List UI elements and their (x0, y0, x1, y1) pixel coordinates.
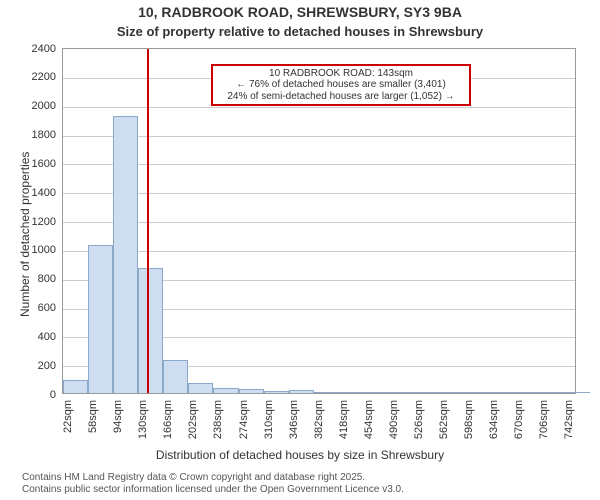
histogram-bar (213, 388, 238, 393)
histogram-bar (264, 391, 289, 393)
callout-line-2: ← 76% of detached houses are smaller (3,… (217, 79, 465, 91)
histogram-bar (88, 245, 113, 393)
histogram-bar (289, 390, 314, 393)
y-gridline (63, 251, 575, 252)
x-tick-label: 490sqm (388, 400, 400, 448)
y-tick-label: 1800 (6, 129, 56, 141)
legal-line-2: Contains public sector information licen… (22, 484, 592, 496)
x-tick-label: 130sqm (137, 400, 149, 448)
histogram-bar (514, 392, 539, 393)
histogram-bar (389, 392, 414, 393)
x-tick-label: 22sqm (62, 400, 74, 448)
legal-attribution: Contains HM Land Registry data © Crown c… (22, 472, 592, 496)
chart-subtitle: Size of property relative to detached ho… (0, 24, 600, 39)
x-tick-label: 94sqm (112, 400, 124, 448)
y-tick-label: 600 (6, 302, 56, 314)
y-tick-label: 1000 (6, 244, 56, 256)
x-tick-label: 418sqm (338, 400, 350, 448)
legal-line-1: Contains HM Land Registry data © Crown c… (22, 472, 592, 484)
histogram-bar (539, 392, 564, 393)
histogram-bar (564, 392, 589, 393)
x-tick-label: 562sqm (438, 400, 450, 448)
x-tick-label: 634sqm (488, 400, 500, 448)
histogram-bar (489, 392, 514, 393)
histogram-bar (339, 392, 364, 393)
y-gridline (63, 193, 575, 194)
y-tick-label: 1400 (6, 187, 56, 199)
histogram-bar (63, 380, 88, 393)
y-tick-label: 800 (6, 273, 56, 285)
histogram-bar (239, 389, 264, 393)
y-gridline (63, 107, 575, 108)
chart-title: 10, RADBROOK ROAD, SHREWSBURY, SY3 9BA (0, 4, 600, 20)
histogram-bar (464, 392, 489, 393)
y-tick-label: 400 (6, 331, 56, 343)
x-tick-label: 202sqm (187, 400, 199, 448)
y-tick-label: 200 (6, 360, 56, 372)
x-tick-label: 310sqm (263, 400, 275, 448)
y-gridline (63, 164, 575, 165)
x-tick-label: 742sqm (563, 400, 575, 448)
y-tick-label: 1200 (6, 216, 56, 228)
y-gridline (63, 222, 575, 223)
x-tick-label: 454sqm (363, 400, 375, 448)
x-tick-label: 58sqm (87, 400, 99, 448)
histogram-bar (414, 392, 439, 393)
callout-box: 10 RADBROOK ROAD: 143sqm← 76% of detache… (211, 64, 471, 107)
histogram-bar (314, 392, 339, 393)
x-tick-label: 238sqm (212, 400, 224, 448)
marker-line (147, 49, 149, 393)
y-gridline (63, 136, 575, 137)
histogram-bar (188, 383, 213, 393)
y-axis-label: Number of detached properties (18, 151, 32, 316)
callout-line-3: 24% of semi-detached houses are larger (… (217, 91, 465, 103)
x-tick-label: 166sqm (162, 400, 174, 448)
histogram-bar (113, 116, 138, 393)
x-axis-label: Distribution of detached houses by size … (0, 448, 600, 462)
histogram-bar (163, 360, 188, 393)
y-tick-label: 2200 (6, 71, 56, 83)
y-tick-label: 2000 (6, 100, 56, 112)
x-tick-label: 526sqm (413, 400, 425, 448)
y-tick-label: 2400 (6, 43, 56, 55)
histogram-bar (138, 268, 163, 393)
callout-line-1: 10 RADBROOK ROAD: 143sqm (217, 68, 465, 80)
plot-area: 10 RADBROOK ROAD: 143sqm← 76% of detache… (62, 48, 576, 394)
x-tick-label: 346sqm (288, 400, 300, 448)
x-tick-label: 274sqm (238, 400, 250, 448)
x-tick-label: 382sqm (313, 400, 325, 448)
histogram-bar (364, 392, 389, 393)
x-tick-label: 706sqm (538, 400, 550, 448)
x-tick-label: 598sqm (463, 400, 475, 448)
y-tick-label: 0 (6, 389, 56, 401)
histogram-bar (439, 392, 464, 393)
x-tick-label: 670sqm (513, 400, 525, 448)
y-tick-label: 1600 (6, 158, 56, 170)
